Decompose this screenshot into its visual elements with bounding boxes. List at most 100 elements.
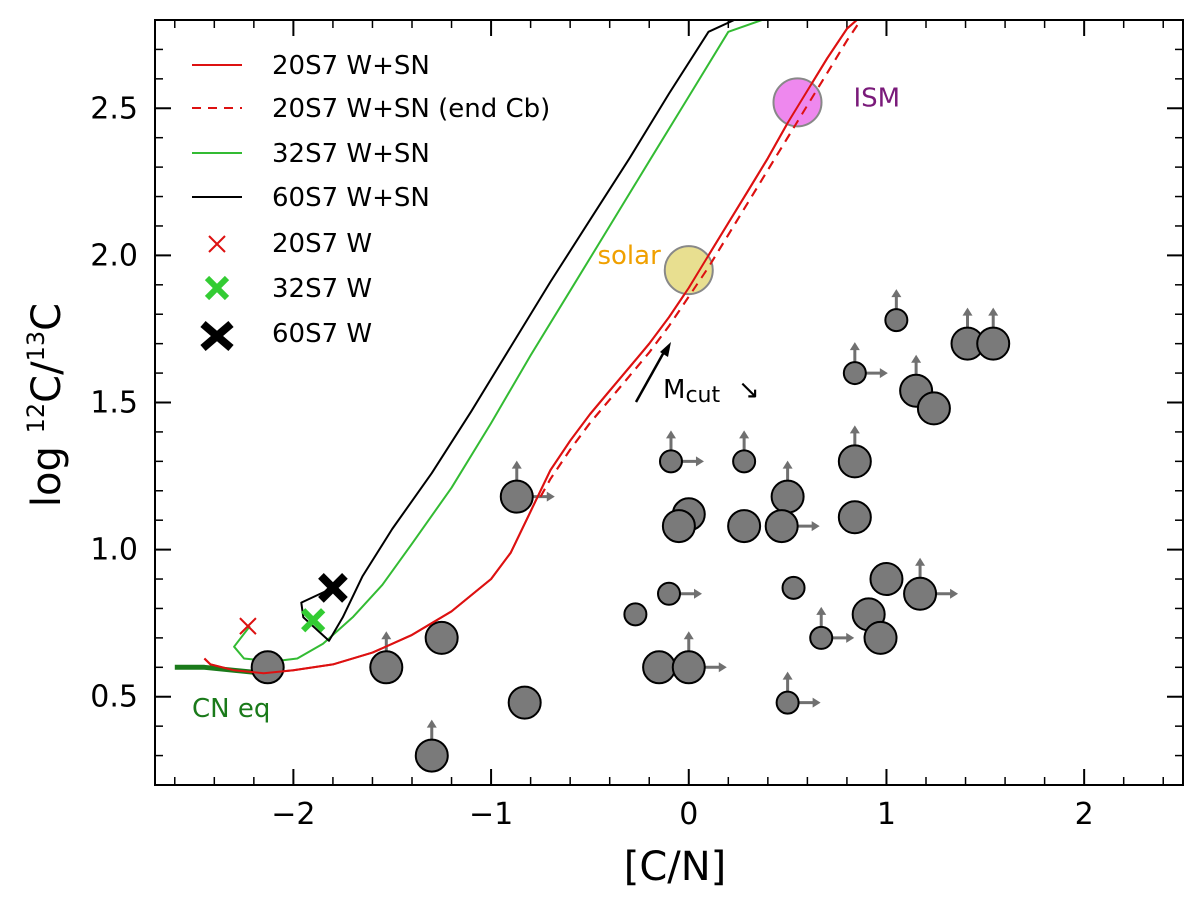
lower-limit-arrow-head	[811, 521, 820, 532]
mcut-annotation: Mcut ↘	[634, 342, 760, 408]
observation-point	[507, 685, 542, 720]
reference-label-ism: ISM	[854, 83, 901, 113]
observation-point	[250, 650, 285, 685]
observation-point	[863, 620, 898, 655]
tick-marks-layer	[155, 20, 1183, 785]
y-tick-label: 0.5	[90, 680, 138, 715]
observation-point	[903, 576, 938, 611]
observation-point	[837, 500, 872, 535]
reference-markers-layer: solar ISM	[203, 20, 901, 675]
mcut-label-main: M	[663, 375, 685, 405]
legend-marker-32s7-w	[204, 275, 230, 301]
plot-frame	[154, 19, 1184, 786]
observation-point	[732, 449, 757, 474]
observation-point	[499, 479, 534, 514]
observation-point	[916, 391, 951, 426]
observation-point	[837, 444, 872, 479]
legend-label-32s7-w: 32S7 W	[272, 274, 372, 304]
upper-limit-arrow-head	[915, 557, 926, 566]
tick-labels-layer: −2 −1 0 1 2 0.5 1.0 1.5 2.0 2.5	[90, 91, 1093, 832]
mcut-down-arrow: ↘	[738, 375, 760, 405]
legend-label-60s7-w: 60S7 W	[272, 319, 372, 349]
series-line-60s7-w-sn	[300, 20, 735, 642]
observation-point	[424, 620, 459, 655]
cn-eq-label: CN eq	[192, 694, 270, 724]
observation-point	[775, 690, 800, 715]
observation-point	[764, 509, 799, 544]
observation-point	[770, 479, 805, 514]
upper-limit-arrow-head	[891, 289, 902, 298]
upper-limit-arrow-head	[849, 425, 860, 434]
y-tick-label: 1.5	[90, 386, 138, 421]
mcut-up-arrow-head	[660, 342, 671, 357]
upper-limit-arrow-head	[962, 307, 973, 316]
upper-limit-arrow-head	[739, 430, 750, 439]
observation-point	[623, 602, 648, 627]
series-line-20s7-w-sn-end-cb	[539, 20, 862, 498]
observation-point	[661, 509, 696, 544]
upper-limit-arrow-head	[782, 671, 793, 680]
w-points-layer	[239, 573, 348, 635]
observation-point	[976, 326, 1011, 361]
lower-limit-arrow-head	[950, 588, 959, 599]
w-point-stroke	[318, 573, 348, 603]
legend-label-20s7-wsn: 20S7 W+SN	[272, 51, 430, 81]
x-tick-label: −1	[469, 797, 513, 832]
lower-limit-arrow-head	[879, 368, 888, 379]
series-line-20s7-w-sn	[203, 20, 858, 675]
x-axis-label: [C/N]	[624, 844, 727, 890]
legend-label-20s7-wsn-endcb: 20S7 W+SN (end Cb)	[272, 94, 550, 124]
upper-limit-arrow-head	[511, 460, 522, 469]
w-point-stroke	[301, 608, 326, 633]
legend-marker-20s7-w	[208, 235, 226, 253]
y-axis-label-sup12: 12	[22, 403, 50, 434]
lower-limit-arrow-head	[695, 456, 704, 467]
upper-limit-arrow-head	[381, 631, 392, 640]
x-tick-label: 1	[877, 797, 896, 832]
y-tick-label: 2.5	[90, 91, 138, 126]
observation-point	[642, 650, 677, 685]
w-point-stroke	[239, 617, 257, 635]
y-axis-label-c13: C	[24, 303, 70, 331]
y-axis-label-prefix: log	[24, 433, 70, 507]
upper-limit-arrow-head	[426, 719, 437, 728]
y-axis-label-sup13: 13	[22, 331, 50, 362]
reference-marker-ism	[772, 77, 823, 128]
observation-point	[657, 581, 681, 606]
legend-label-20s7-w: 20S7 W	[272, 229, 372, 259]
upper-limit-arrow-head	[988, 307, 999, 316]
observation-point	[671, 650, 706, 685]
legend-label-60s7-wsn: 60S7 W+SN	[272, 183, 430, 213]
w-point-20s7-w	[239, 617, 257, 635]
y-tick-label: 1.0	[90, 533, 138, 568]
observation-point	[781, 575, 806, 600]
upper-limit-arrow-head	[782, 460, 793, 469]
observation-point	[842, 361, 867, 386]
legend-marker-60s7-w	[200, 320, 234, 352]
observation-point	[727, 509, 762, 544]
mcut-label: Mcut	[663, 375, 720, 408]
upper-limit-arrow-head	[816, 606, 827, 615]
y-axis-label-c12: C/	[24, 361, 70, 403]
lower-limit-arrow-head	[812, 697, 821, 708]
mcut-label-sub: cut	[685, 383, 720, 408]
y-tick-label: 2.0	[90, 238, 138, 273]
observation-point	[658, 449, 683, 474]
lower-limit-arrow-head	[694, 588, 702, 599]
x-tick-label: −2	[271, 797, 315, 832]
upper-limit-arrow-head	[665, 430, 676, 439]
upper-limit-arrow-head	[911, 354, 922, 363]
reference-marker-solar	[663, 245, 714, 296]
observation-point	[809, 625, 834, 650]
observation-point	[869, 562, 904, 597]
lower-limit-arrow-head	[846, 632, 855, 643]
mcut-up-arrow-line	[634, 351, 666, 403]
upper-limit-arrow-head	[683, 631, 694, 640]
observations-layer	[250, 289, 1011, 773]
lower-limit-arrow-head	[718, 662, 727, 673]
legend-label-32s7-wsn: 32S7 W+SN	[272, 139, 430, 169]
observation-point	[369, 650, 404, 685]
legend: 20S7 W+SN 20S7 W+SN (end Cb) 32S7 W+SN 6…	[192, 51, 550, 352]
upper-limit-arrow-head	[849, 342, 860, 351]
